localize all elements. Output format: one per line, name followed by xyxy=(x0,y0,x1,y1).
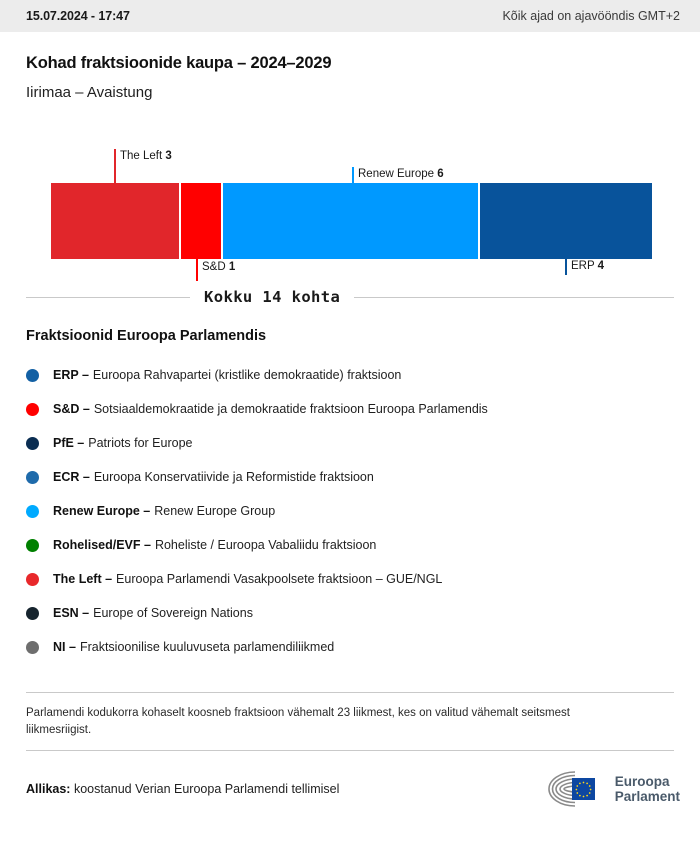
legend-list: ERP – Euroopa Rahvapartei (kristlike dem… xyxy=(0,358,700,664)
source-label: Allikas: xyxy=(26,782,71,797)
tick-line-renew-europe xyxy=(352,167,354,183)
legend-item-ecr[interactable]: ECR – Euroopa Konservatiivide ja Reformi… xyxy=(0,460,700,494)
divider-line-right xyxy=(354,296,674,298)
total-seats-label: Kokku 14 kohta xyxy=(204,288,341,306)
legend-dot-ecr-icon xyxy=(26,470,39,484)
tick-label-the-left-name: The Left xyxy=(120,150,163,162)
legend-dot-ni-icon xyxy=(26,640,39,654)
legend-dot-sd-icon xyxy=(26,402,39,416)
legend-dot-left-icon xyxy=(26,572,39,586)
bar-segment-the-left[interactable] xyxy=(51,183,179,259)
tick-label-sd-name: S&D xyxy=(202,261,226,273)
legend-abbr-greens: Rohelised/EVF – xyxy=(53,538,151,552)
tick-label-renew-europe-name: Renew Europe xyxy=(358,168,435,180)
legend-desc-renew-europe: Renew Europe Group xyxy=(154,504,276,518)
footnote-rule-top xyxy=(26,692,674,693)
legend-heading: Fraktsioonid Euroopa Parlamendis xyxy=(26,328,267,344)
logo-wordmark: Euroopa Parlament xyxy=(615,774,680,804)
legend-desc-the-left: Euroopa Parlamendi Vasakpoolsete fraktsi… xyxy=(116,572,443,586)
legend-item-pfe[interactable]: PfE – Patriots for Europe xyxy=(0,426,700,460)
legend-desc-pfe: Patriots for Europe xyxy=(88,436,193,450)
european-parliament-logo: Euroopa Parlament xyxy=(545,769,680,809)
legend-item-the-left[interactable]: The Left – Euroopa Parlamendi Vasakpools… xyxy=(0,562,700,596)
tick-label-renew-europe-value: 6 xyxy=(437,168,444,180)
tick-label-erp-value: 4 xyxy=(597,260,605,272)
tick-line-erp xyxy=(565,259,567,275)
legend-abbr-sd: S&D – xyxy=(53,402,90,416)
tick-label-erp: ERP 4 xyxy=(571,260,604,272)
legend-abbr-pfe: PfE – xyxy=(53,436,85,450)
legend-item-ni[interactable]: NI – Fraktsioonilise kuuluvuseta parlame… xyxy=(0,630,700,664)
legend-desc-ni: Fraktsioonilise kuuluvuseta parlamendili… xyxy=(79,640,335,654)
divider-line-left xyxy=(26,296,190,298)
logo-line-2: Parlament xyxy=(614,789,680,805)
status-bar: 15.07.2024 - 17:47 Kõik ajad on ajavöönd… xyxy=(0,0,700,32)
source-row: Allikas: koostanud Verian Euroopa Parlam… xyxy=(26,769,680,809)
legend-abbr-ni: NI – xyxy=(53,640,76,654)
legend-desc-erp: Euroopa Rahvapartei (kristlike demokraat… xyxy=(92,368,402,382)
page-subtitle: Iirimaa – Avaistung xyxy=(26,84,153,101)
timestamp: 15.07.2024 - 17:47 xyxy=(26,9,130,23)
legend-abbr-esn: ESN – xyxy=(53,606,90,620)
legend-desc-sd: Sotsiaaldemokraatide ja demokraatide fra… xyxy=(93,402,488,416)
page-title: Kohad fraktsioonide kaupa – 2024–2029 xyxy=(26,54,332,72)
footnote-rule-bottom xyxy=(26,750,674,752)
bar-segment-erp[interactable] xyxy=(479,183,652,259)
seats-bar-chart: The Left 3 Renew Europe 6 S&D 1 ERP 4 xyxy=(0,135,700,281)
legend-dot-erp-icon xyxy=(26,368,39,382)
timezone-note: Kõik ajad on ajavööndis GMT+2 xyxy=(502,9,680,23)
tick-label-renew-europe: Renew Europe 6 xyxy=(358,168,444,180)
legend-abbr-renew-europe: Renew Europe – xyxy=(53,504,151,518)
legend-item-erp[interactable]: ERP – Euroopa Rahvapartei (kristlike dem… xyxy=(0,358,700,392)
source-value: koostanud Verian Euroopa Parlamendi tell… xyxy=(70,782,340,797)
tick-line-sd xyxy=(196,259,198,281)
tick-label-erp-name: ERP xyxy=(571,260,595,272)
legend-dot-renew-icon xyxy=(26,504,39,518)
legend-dot-pfe-icon xyxy=(26,436,39,450)
legend-desc-greens: Roheliste / Euroopa Vabaliidu fraktsioon xyxy=(154,538,377,552)
legend-abbr-ecr: ECR – xyxy=(53,470,90,484)
footnote-text: Parlamendi kodukorra kohaselt koosneb fr… xyxy=(26,707,570,736)
legend-desc-esn: Europe of Sovereign Nations xyxy=(93,606,253,620)
legend-dot-greens-icon xyxy=(26,538,39,552)
legend-item-renew-europe[interactable]: Renew Europe – Renew Europe Group xyxy=(0,494,700,528)
tick-label-sd-value: 1 xyxy=(228,261,236,273)
stacked-bar xyxy=(51,183,652,259)
tick-label-sd: S&D 1 xyxy=(202,261,235,273)
legend-item-greens[interactable]: Rohelised/EVF – Roheliste / Euroopa Vaba… xyxy=(0,528,700,562)
legend-desc-ecr: Euroopa Konservatiivide ja Reformistide … xyxy=(93,470,374,484)
legend-abbr-the-left: The Left – xyxy=(53,572,113,586)
legend-abbr-erp: ERP – xyxy=(53,368,89,382)
legend-item-esn[interactable]: ESN – Europe of Sovereign Nations xyxy=(0,596,700,630)
european-parliament-logo-icon xyxy=(547,771,595,808)
bar-segment-renew-europe[interactable] xyxy=(223,183,478,259)
source-text: Allikas: koostanud Verian Euroopa Parlam… xyxy=(26,782,339,796)
legend-item-sd[interactable]: S&D – Sotsiaaldemokraatide ja demokraati… xyxy=(0,392,700,426)
bar-segment-sd[interactable] xyxy=(180,183,222,259)
total-seats-divider: Kokku 14 kohta xyxy=(26,288,674,306)
tick-label-the-left-value: 3 xyxy=(165,150,172,162)
legend-dot-esn-icon xyxy=(26,606,39,620)
tick-line-the-left xyxy=(114,149,116,183)
logo-line-1: Euroopa xyxy=(614,774,670,790)
tick-label-the-left: The Left 3 xyxy=(120,150,172,162)
